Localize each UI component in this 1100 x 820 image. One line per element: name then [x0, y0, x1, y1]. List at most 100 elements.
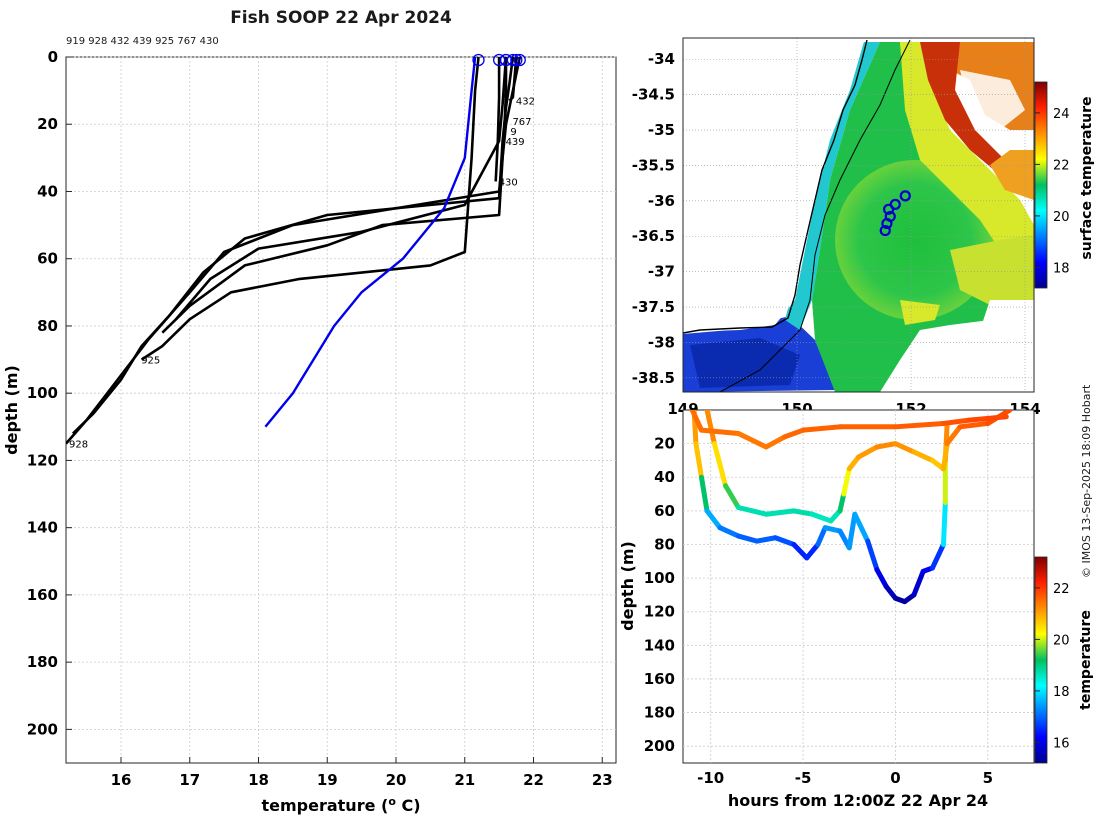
profile-tag: 439: [506, 137, 525, 148]
profile-y-ticks: 0 20 40 60 80 100 120 140 160 180 200: [27, 48, 72, 738]
track-segment: [852, 511, 871, 544]
sst-colorbar-label: surface temperature: [1079, 96, 1095, 259]
y-tick-label: 180: [644, 704, 675, 722]
time-tracks: [689, 410, 1013, 605]
time-plot: -10 -5 0 5 20 40 60 80 100 120 140 160 180 200 hours…: [618, 409, 1094, 810]
figure-title: Fish SOOP 22 Apr 2024: [230, 8, 452, 28]
profile-tag: 928: [69, 440, 88, 451]
y-tick-label: 120: [27, 451, 58, 469]
lat-tick-label: -34.5: [632, 86, 675, 104]
cast-position-marker: [879, 224, 891, 237]
colorbar-tick-label: 20: [1053, 633, 1070, 648]
profile-tag: 430: [499, 177, 518, 188]
surface-marker: [513, 53, 526, 67]
sst-colorbar: [1034, 81, 1048, 289]
track-segment: [754, 535, 778, 544]
track-segment: [698, 427, 741, 437]
time-x-label: hours from 12:00Z 22 Apr 24: [728, 791, 988, 810]
track-segment: [874, 441, 898, 450]
track-segment: [791, 508, 815, 517]
surface-marker: [472, 53, 485, 67]
y-tick-label: 60: [37, 250, 58, 268]
track-segment: [800, 424, 843, 433]
x-tick-label: -5: [795, 769, 812, 787]
x-tick-label: 20: [386, 771, 407, 789]
profile-surface-markers: [472, 53, 526, 67]
profile-line-439: [175, 57, 508, 321]
cast-position-marker: [881, 217, 893, 230]
sst-field: [683, 38, 1034, 392]
cloud-gaps: [960, 70, 1025, 130]
track-segment: [822, 525, 843, 534]
time-x-ticks: -10 -5 0 5: [697, 769, 993, 787]
profile-line-928: [66, 57, 522, 445]
colorbar-tick-label: 18: [1053, 685, 1070, 700]
lat-tick-label: -35.5: [632, 156, 675, 174]
track-segment: [865, 538, 880, 573]
colorbar-tick-label: 18: [1053, 261, 1070, 276]
track-segment: [722, 483, 741, 510]
track-segment: [892, 441, 917, 455]
track-segment: [856, 444, 880, 460]
track-segment: [763, 434, 788, 450]
track-segment: [763, 508, 797, 517]
track-segment: [711, 441, 728, 489]
profile-tag: 767: [512, 117, 531, 128]
y-tick-label: 20: [654, 435, 675, 453]
profile-line-430: [494, 57, 501, 182]
y-tick-label: 200: [644, 737, 675, 755]
surface-marker: [506, 53, 520, 67]
sst-colorbar-ticks: 18 20 22 24: [1035, 107, 1070, 276]
coastline: [683, 39, 868, 334]
profile-tag: 925: [141, 356, 160, 367]
track-segment: [957, 420, 991, 430]
y-tick-label: 160: [644, 670, 675, 688]
profile-grid: [66, 56, 616, 763]
profile-line-reference: [264, 57, 477, 428]
x-tick-label: 19: [317, 771, 338, 789]
x-tick-label: 23: [592, 771, 613, 789]
map-frame: [682, 37, 1035, 393]
temperature-colorbar-label: temperature: [1078, 610, 1094, 710]
profile-plot-area: [65, 56, 617, 764]
colorbar-tick-label: 22: [1053, 158, 1070, 173]
profile-plot: 16 17 18 19 20 21 22 23 0 20 40 60 80 100 120 140 160 18…: [2, 48, 617, 815]
y-tick-label: 140: [644, 636, 675, 654]
lat-tick-label: -37.5: [632, 298, 675, 316]
profile-line-432: [508, 57, 518, 102]
surface-marker: [510, 53, 523, 67]
time-track: [689, 410, 1009, 450]
x-tick-label: 0: [890, 769, 900, 787]
profile-tag: 432: [516, 97, 535, 108]
isobath-line: [719, 39, 911, 392]
colorbar-tick-label: 16: [1053, 736, 1070, 751]
track-segment: [940, 417, 972, 426]
track-segment: [693, 441, 704, 480]
y-tick-label: 60: [654, 502, 675, 520]
lat-tick-label: -36.5: [632, 227, 675, 245]
cast-position-marker: [899, 190, 911, 202]
y-tick-label: 80: [37, 317, 58, 335]
track-segment: [782, 427, 806, 440]
track-segment: [735, 504, 769, 517]
temperature-colorbar-ticks: 16 18 20 22: [1035, 582, 1070, 751]
track-segment: [804, 541, 821, 561]
time-y-ticks: 20 40 60 80 100 120 140 160 180 200: [644, 435, 675, 756]
profile-line-925: [140, 57, 480, 361]
track-segment: [717, 525, 741, 539]
lat-tick-label: -37: [648, 263, 675, 281]
y-tick-label: 20: [37, 115, 58, 133]
y-tick-label: 200: [27, 720, 58, 738]
track-segment: [689, 410, 704, 433]
x-tick-label: 18: [248, 771, 269, 789]
track-segment: [791, 541, 810, 561]
lat-tick-label: -34: [648, 50, 675, 68]
track-segment: [772, 535, 797, 547]
land: [683, 38, 865, 332]
lat-tick-label: -38: [648, 333, 675, 351]
time-y-label: depth (m): [618, 541, 637, 631]
track-segment: [735, 533, 760, 544]
track-segment: [698, 474, 710, 514]
time-grid: [683, 410, 1034, 763]
